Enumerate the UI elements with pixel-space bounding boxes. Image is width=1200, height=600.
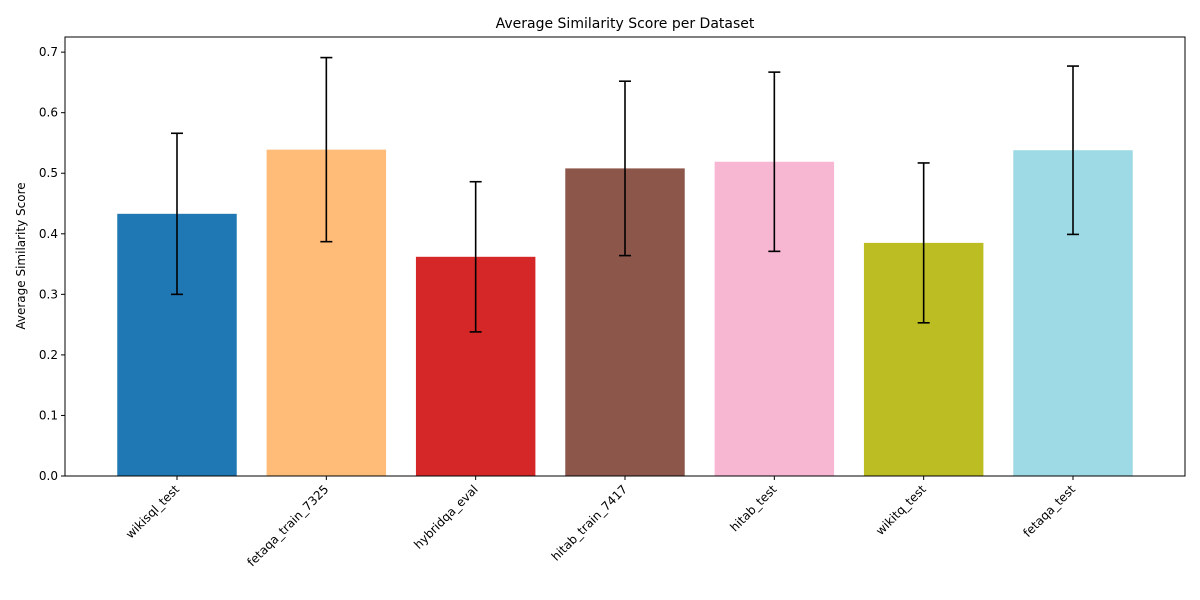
x-tick-label-wikisql_test: wikisql_test [123, 482, 182, 541]
y-tick-label: 0.1 [39, 408, 58, 422]
y-axis-label: Average Similarity Score [14, 182, 28, 329]
x-axis: wikisql_test fetaqa_train_7325 hybridqa_ev… [123, 476, 1078, 569]
error-bar-fetaqa_train_7325 [320, 56, 333, 243]
x-tick-label-fetaqa_test: fetaqa_test [1020, 482, 1078, 540]
x-tick-label-hybridqa_eval: hybridqa_eval [411, 482, 481, 552]
chart-title: Average Similarity Score per Dataset [496, 16, 755, 32]
error-bar-hybridqa_eval [469, 180, 482, 333]
x-tick-label-hitab_test: hitab_test [727, 482, 779, 534]
error-bar-fetaqa_test [1067, 65, 1079, 236]
y-axis: 0.0 0.1 0.2 0.3 0.4 0.5 0.6 0.7 [39, 45, 65, 483]
y-tick-label: 0.7 [39, 45, 58, 59]
y-tick-label: 0.2 [39, 348, 58, 362]
x-tick-label-wikitq_test: wikitq_test [873, 482, 929, 538]
plot-frame [64, 36, 1186, 477]
y-tick-label: 0.6 [39, 106, 58, 120]
y-tick-label: 0.4 [39, 227, 58, 241]
error-bar-hitab_train_7417 [619, 80, 631, 257]
error-bar-hitab_test [768, 71, 781, 253]
error-bars-group [171, 56, 1079, 333]
y-tick-label: 0.0 [39, 469, 58, 483]
y-tick-label: 0.3 [39, 287, 58, 301]
error-bar-wikitq_test [917, 162, 930, 324]
x-tick-label-hitab_train_7417: hitab_train_7417 [549, 482, 630, 563]
y-tick-label: 0.5 [39, 166, 58, 180]
x-tick-label-fetaqa_train_7325: fetaqa_train_7325 [244, 482, 331, 569]
error-bar-wikisql_test [171, 132, 183, 296]
